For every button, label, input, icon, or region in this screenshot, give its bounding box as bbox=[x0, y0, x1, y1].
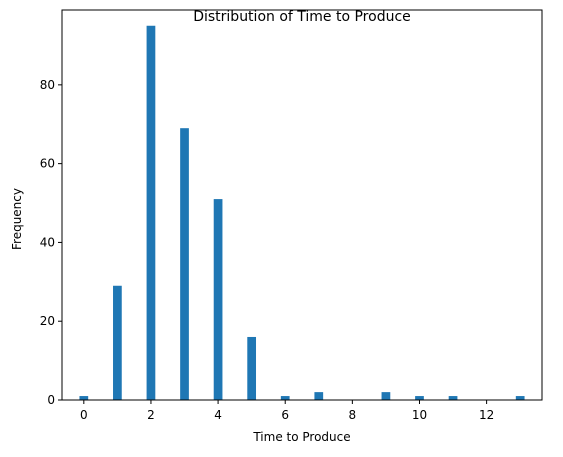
bars-group bbox=[79, 25, 525, 401]
x-axis-label: Time to Produce bbox=[252, 430, 350, 444]
bar-x-6 bbox=[280, 396, 290, 400]
x-tick-label-6: 6 bbox=[281, 408, 289, 422]
y-tick-label-0: 0 bbox=[47, 393, 55, 407]
bar-x-5 bbox=[247, 336, 257, 400]
chart-title: Distribution of Time to Produce bbox=[193, 9, 411, 25]
bar-x-7 bbox=[314, 392, 324, 400]
y-tick-label-40: 40 bbox=[40, 235, 55, 249]
y-tick-label-20: 20 bbox=[40, 314, 55, 328]
x-tick-label-8: 8 bbox=[349, 408, 357, 422]
y-axis-label: Frequency bbox=[10, 188, 24, 250]
bar-x-2 bbox=[146, 25, 156, 401]
y-axis-ticks: 0 20 40 60 80 bbox=[40, 78, 62, 407]
x-tick-label-10: 10 bbox=[412, 408, 427, 422]
x-tick-label-2: 2 bbox=[147, 408, 155, 422]
x-tick-label-0: 0 bbox=[80, 408, 88, 422]
bar-x-1 bbox=[113, 285, 122, 400]
y-tick-label-60: 60 bbox=[40, 157, 55, 171]
bar-x-11 bbox=[448, 396, 458, 400]
y-tick-label-80: 80 bbox=[40, 78, 55, 92]
bar-x-10 bbox=[415, 396, 424, 400]
plot-frame bbox=[61, 9, 543, 401]
x-tick-label-4: 4 bbox=[214, 408, 222, 422]
bar-x-9 bbox=[381, 392, 391, 400]
bar-x-4 bbox=[213, 199, 223, 400]
bar-x-13 bbox=[515, 396, 525, 400]
bar-x-3 bbox=[180, 128, 189, 400]
x-axis-ticks: 0 2 4 6 8 10 12 bbox=[80, 400, 494, 422]
x-tick-label-12: 12 bbox=[479, 408, 494, 422]
bar-x-0 bbox=[79, 396, 89, 400]
